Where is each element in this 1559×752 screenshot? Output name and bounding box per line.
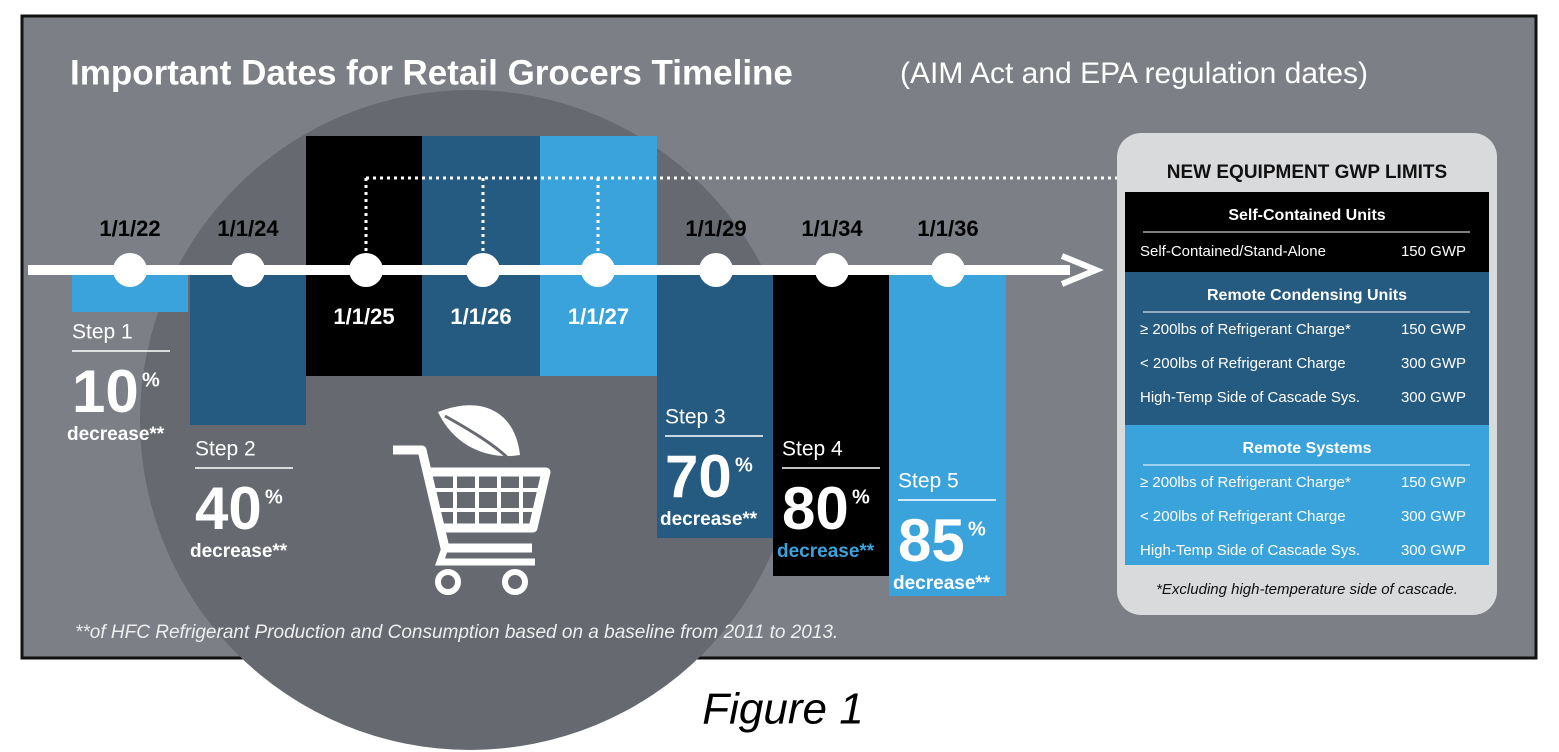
timeline-arrowhead bbox=[1060, 253, 1104, 287]
date-label: 1/1/27 bbox=[568, 304, 629, 329]
gwp-row-value: 300 GWP bbox=[1401, 508, 1466, 525]
step-caption: decrease** bbox=[660, 509, 758, 530]
step-unit: % bbox=[735, 454, 753, 476]
gwp-section-title: Remote Condensing Units bbox=[1207, 287, 1407, 304]
step-caption: decrease** bbox=[893, 573, 991, 594]
date-label: 1/1/22 bbox=[99, 216, 160, 241]
step-label: Step 5 bbox=[898, 470, 959, 493]
gwp-row-value: 150 GWP bbox=[1401, 321, 1466, 338]
cart-wheel bbox=[435, 569, 461, 595]
timeline-dot bbox=[815, 253, 849, 287]
timeline-dot bbox=[231, 253, 265, 287]
step-unit: % bbox=[265, 486, 283, 508]
title: Important Dates for Retail Grocers Timel… bbox=[70, 53, 793, 92]
gwp-section-title: Self-Contained Units bbox=[1228, 207, 1385, 224]
cart-frame bbox=[393, 445, 551, 553]
step-label: Step 1 bbox=[72, 321, 133, 344]
gwp-row-label: Self-Contained/Stand-Alone bbox=[1140, 243, 1326, 260]
gwp-row-label: High-Temp Side of Cascade Sys. bbox=[1140, 389, 1360, 406]
step-unit: % bbox=[142, 369, 160, 391]
subtitle: (AIM Act and EPA regulation dates) bbox=[900, 57, 1368, 90]
date-block bbox=[657, 275, 773, 538]
date-block bbox=[773, 275, 889, 576]
timeline-dot bbox=[113, 253, 147, 287]
gwp-panel-title: NEW EQUIPMENT GWP LIMITS bbox=[1167, 162, 1447, 183]
gwp-row-value: 150 GWP bbox=[1401, 243, 1466, 260]
step-value: 85 bbox=[898, 507, 965, 574]
date-block bbox=[889, 275, 1006, 596]
timeline-dot bbox=[931, 253, 965, 287]
timeline: 1/1/22 1/1/24 1/1/25 1/1/26 1/1/27 1/1/29 1/1/… bbox=[28, 133, 1497, 615]
cart-leaf-vein bbox=[444, 414, 512, 462]
gwp-row-label: ≥ 200lbs of Refrigerant Charge* bbox=[1140, 474, 1351, 491]
step-caption: decrease** bbox=[190, 541, 288, 562]
step-value: 70 bbox=[665, 443, 732, 510]
gwp-row-value: 300 GWP bbox=[1401, 389, 1466, 406]
gwp-section-title: Remote Systems bbox=[1243, 440, 1372, 457]
step-label: Step 3 bbox=[665, 406, 726, 429]
timeline-dot bbox=[349, 253, 383, 287]
date-label: 1/1/25 bbox=[333, 304, 394, 329]
cart-grid bbox=[432, 472, 542, 528]
step-unit: % bbox=[968, 518, 986, 540]
cart-leaf bbox=[438, 405, 520, 457]
step-value: 40 bbox=[195, 475, 262, 542]
gwp-note: *Excluding high-temperature side of casc… bbox=[1156, 581, 1458, 598]
figure-caption: Figure 1 bbox=[702, 685, 863, 734]
step-value: 80 bbox=[782, 475, 849, 542]
footnote: **of HFC Refrigerant Production and Cons… bbox=[75, 622, 838, 643]
timeline-dot bbox=[699, 253, 733, 287]
cart-wheel bbox=[502, 569, 528, 595]
gwp-section bbox=[1125, 425, 1489, 565]
gwp-row-label: < 200lbs of Refrigerant Charge bbox=[1140, 508, 1346, 525]
step-caption: decrease** bbox=[67, 424, 165, 445]
date-label: 1/1/24 bbox=[217, 216, 279, 241]
gwp-row-value: 150 GWP bbox=[1401, 474, 1466, 491]
date-label: 1/1/26 bbox=[450, 304, 511, 329]
gwp-row-value: 300 GWP bbox=[1401, 542, 1466, 559]
dotted-connector bbox=[364, 176, 1118, 262]
gwp-row-label: < 200lbs of Refrigerant Charge bbox=[1140, 355, 1346, 372]
gwp-section bbox=[1125, 272, 1489, 425]
gwp-row-value: 300 GWP bbox=[1401, 355, 1466, 372]
gwp-row-label: High-Temp Side of Cascade Sys. bbox=[1140, 542, 1360, 559]
date-label: 1/1/34 bbox=[801, 216, 863, 241]
step-unit: % bbox=[852, 486, 870, 508]
step-value: 10 bbox=[72, 358, 139, 425]
date-block bbox=[190, 275, 306, 425]
timeline-dot bbox=[581, 253, 615, 287]
gwp-row-label: ≥ 200lbs of Refrigerant Charge* bbox=[1140, 321, 1351, 338]
date-label: 1/1/29 bbox=[685, 216, 746, 241]
timeline-dot bbox=[466, 253, 500, 287]
date-label: 1/1/36 bbox=[917, 216, 978, 241]
step-label: Step 2 bbox=[195, 438, 256, 461]
step-label: Step 4 bbox=[782, 438, 843, 461]
cart-base bbox=[435, 546, 535, 566]
step-caption: decrease** bbox=[777, 541, 875, 562]
